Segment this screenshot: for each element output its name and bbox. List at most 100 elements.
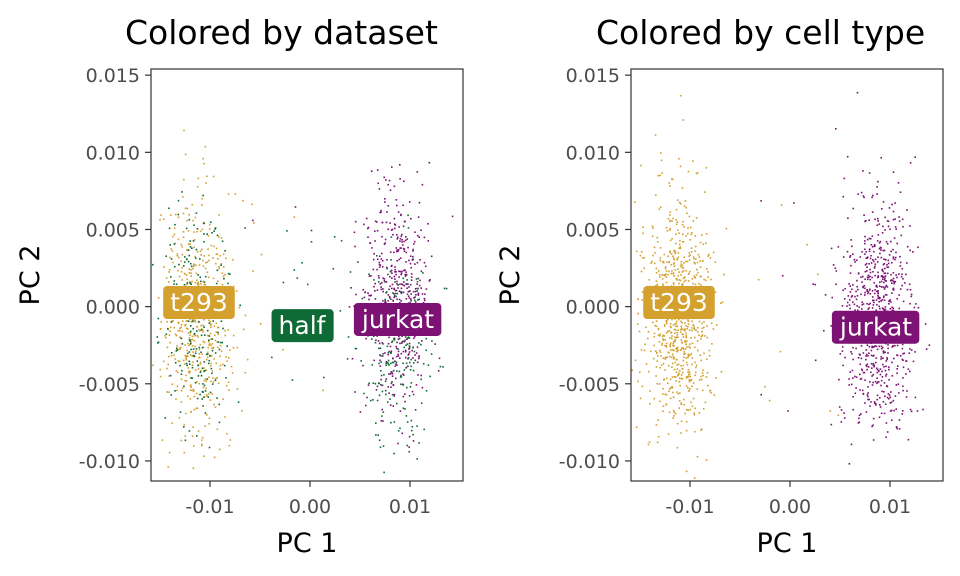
point-jurkat [404, 349, 407, 352]
point-jurkat [893, 357, 895, 360]
point-half [379, 383, 382, 386]
point-jurkat [876, 377, 878, 379]
point-jurkat [891, 375, 894, 377]
point-jurkat [380, 209, 382, 212]
point-t293 [199, 230, 202, 233]
point-t293 [192, 388, 195, 391]
point-jurkat [403, 220, 406, 223]
point-t293 [682, 333, 684, 336]
point-t293 [182, 212, 185, 215]
point-t293 [201, 444, 203, 447]
point-t293 [673, 258, 676, 261]
point-half [385, 362, 387, 365]
point-jurkat [882, 225, 884, 228]
point-jurkat [879, 252, 881, 255]
point-t293 [199, 363, 202, 365]
point-t293 [202, 329, 204, 331]
point-t293 [228, 444, 231, 447]
point-jurkat [875, 345, 878, 348]
point-t293 [677, 329, 679, 331]
point-jurkat [866, 368, 868, 371]
point-t293 [694, 346, 696, 349]
point-t293 [688, 252, 691, 254]
point-jurkat [403, 269, 405, 272]
point-jurkat [907, 368, 910, 370]
point-t293 [647, 337, 649, 340]
point-t293 [205, 369, 208, 371]
point-jurkat [381, 266, 384, 268]
point-jurkat [397, 211, 400, 213]
point-jurkat [394, 271, 396, 273]
point-jurkat [849, 371, 852, 373]
point-half [412, 258, 414, 260]
point-t293 [228, 389, 230, 391]
point-jurkat [363, 223, 365, 226]
point-jurkat [883, 262, 886, 265]
point-jurkat [379, 359, 381, 362]
point-t293 [642, 226, 644, 228]
point-jurkat [392, 299, 394, 302]
point-jurkat [400, 214, 402, 217]
point-t293 [192, 219, 194, 222]
point-half [168, 227, 171, 230]
point-jurkat [410, 293, 412, 295]
point-t293 [227, 381, 230, 383]
point-t293 [688, 329, 691, 331]
point-half [181, 343, 184, 345]
point-jurkat [310, 229, 313, 232]
point-jurkat [928, 344, 931, 346]
point-jurkat [398, 276, 400, 278]
point-jurkat [866, 266, 868, 268]
point-jurkat [852, 284, 854, 286]
point-jurkat [418, 284, 421, 287]
point-t293 [194, 335, 197, 337]
point-jurkat [884, 403, 887, 405]
point-jurkat [850, 296, 853, 298]
point-t293 [669, 251, 671, 254]
point-jurkat [902, 366, 905, 369]
point-t293 [681, 328, 683, 331]
point-jurkat [879, 406, 882, 408]
point-t293 [710, 322, 713, 325]
point-t293 [669, 185, 671, 187]
point-jurkat [888, 368, 890, 371]
point-t293 [706, 336, 709, 339]
point-t293 [682, 270, 685, 272]
point-half [207, 396, 210, 398]
point-jurkat [387, 353, 389, 356]
point-half [188, 218, 191, 221]
point-jurkat [868, 172, 871, 174]
point-half [186, 282, 189, 284]
point-jurkat [866, 238, 869, 241]
point-t293 [667, 217, 670, 220]
point-jurkat [429, 279, 431, 281]
point-half [332, 268, 335, 270]
point-jurkat [418, 355, 420, 357]
point-jurkat [854, 295, 856, 298]
point-jurkat [838, 378, 840, 381]
point-t293 [680, 364, 682, 367]
point-jurkat [396, 250, 398, 253]
point-half [395, 361, 398, 364]
point-t293 [210, 326, 212, 328]
point-t293 [661, 335, 664, 338]
point-half [211, 383, 214, 385]
y-tick-label: 0.015 [566, 65, 620, 87]
point-jurkat [871, 425, 873, 428]
point-t293 [702, 260, 704, 262]
point-jurkat [389, 189, 392, 191]
point-t293 [242, 199, 244, 202]
point-jurkat [374, 240, 376, 242]
point-t293 [662, 338, 664, 340]
point-t293 [694, 407, 696, 410]
point-jurkat [898, 294, 900, 296]
point-t293 [680, 260, 683, 263]
point-half [229, 273, 231, 275]
point-jurkat [866, 365, 868, 368]
point-jurkat [914, 396, 917, 399]
point-t293 [676, 422, 679, 425]
point-t293 [195, 350, 197, 352]
point-jurkat [854, 392, 857, 395]
point-half [181, 369, 183, 372]
point-t293 [189, 398, 192, 400]
